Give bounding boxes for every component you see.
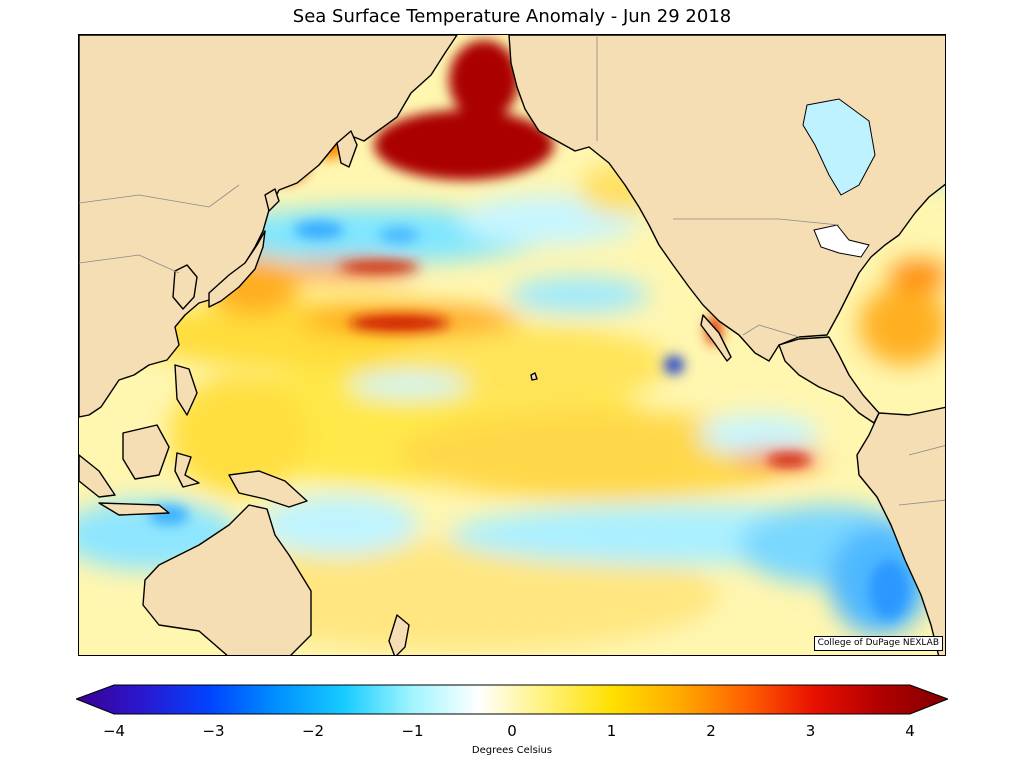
colorbar-tick-label: 2 [706,722,716,740]
colorbar-tick-label: 3 [805,722,816,740]
credit-label: College of DuPage NEXLAB [813,636,943,651]
land-hokkaido [264,188,280,212]
colorbar-tick-label: 1 [606,722,617,740]
land-new-guinea [228,470,308,508]
land-korea [172,264,198,310]
land-java [98,502,170,516]
land-australia [142,504,312,655]
map-title: Sea Surface Temperature Anomaly - Jun 29… [292,6,732,27]
land-baja [700,314,732,362]
lake-great-lakes [813,224,870,258]
land-south-america [856,406,945,655]
sst-anomaly-map: College of DuPage NEXLAB [78,34,946,656]
borders [79,35,945,506]
colorbar-tick-label: 4 [905,722,915,740]
map-canvas [79,35,945,655]
colorbar-tick-label: −3 [202,722,225,740]
colorbar-tick-label: 0 [507,722,517,740]
land-sumatra [79,454,116,498]
colorbar-label: Degrees Celsius [471,745,553,756]
lake-hudson-bay [802,98,876,196]
land-japan [208,230,266,308]
colorbar-ticks: −4 −3 −2 −1 0 1 2 3 4 [0,722,1024,742]
land-new-zealand [388,614,410,655]
colorbar-tick-label: −1 [401,722,424,740]
land-philippines [174,364,198,416]
land-kamchatka [336,130,358,168]
colorbar-bar [76,684,948,715]
land-hawaii [530,372,538,381]
colorbar-tick-label: −2 [301,722,325,740]
land-sulawesi [174,452,200,488]
lakes [802,98,876,258]
land-borneo [122,424,170,480]
colorbar [76,684,948,715]
colorbar-tick-label: −4 [102,722,126,740]
